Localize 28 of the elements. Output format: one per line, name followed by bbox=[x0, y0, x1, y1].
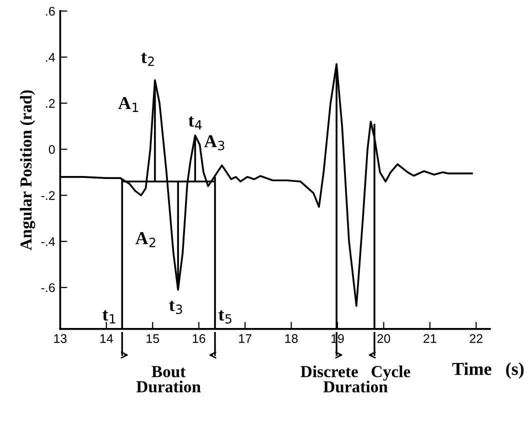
annotation: A$_{3}$ bbox=[204, 135, 224, 150]
annotation: t$_{4}$ bbox=[188, 116, 202, 130]
x-axis-title: Time (s) bbox=[452, 362, 524, 379]
y-tick-label: .4 bbox=[46, 53, 55, 62]
annotation: A$_{1}$ bbox=[118, 97, 138, 112]
y-tick-label: .6 bbox=[46, 6, 55, 16]
text: Bout Duration bbox=[136, 366, 201, 392]
x-tick-label: 22 bbox=[470, 334, 482, 343]
y-tick-label: 0 bbox=[48, 145, 55, 154]
annotation: t$_{2}$ bbox=[141, 52, 154, 66]
y-tick-label: .2 bbox=[46, 98, 55, 108]
text: Discrete Cycle Duration bbox=[300, 366, 410, 392]
x-tick-label: 15 bbox=[146, 334, 160, 343]
x-tick-label: 16 bbox=[192, 334, 206, 343]
annotation: t$_{5}$ bbox=[218, 310, 232, 324]
y-axis-title: Angular Position (rad) bbox=[20, 90, 36, 250]
annotation: A$_{2}$ bbox=[135, 232, 156, 248]
x-tick-label: 20 bbox=[377, 334, 390, 343]
x-tick-label: 18 bbox=[285, 334, 298, 343]
x-tick-label: 21 bbox=[424, 334, 436, 343]
x-tick-label: 13 bbox=[54, 334, 67, 343]
x-tick-label: 14 bbox=[100, 334, 113, 343]
x-tick-label: 17 bbox=[239, 334, 252, 343]
y-tick-label: -.4 bbox=[41, 237, 55, 246]
annotation: t$_{3}$ bbox=[169, 300, 182, 314]
y-tick-label: -.2 bbox=[41, 191, 55, 200]
annotation: t$_{1}$ bbox=[102, 310, 116, 324]
y-tick-label: -.6 bbox=[41, 283, 55, 292]
